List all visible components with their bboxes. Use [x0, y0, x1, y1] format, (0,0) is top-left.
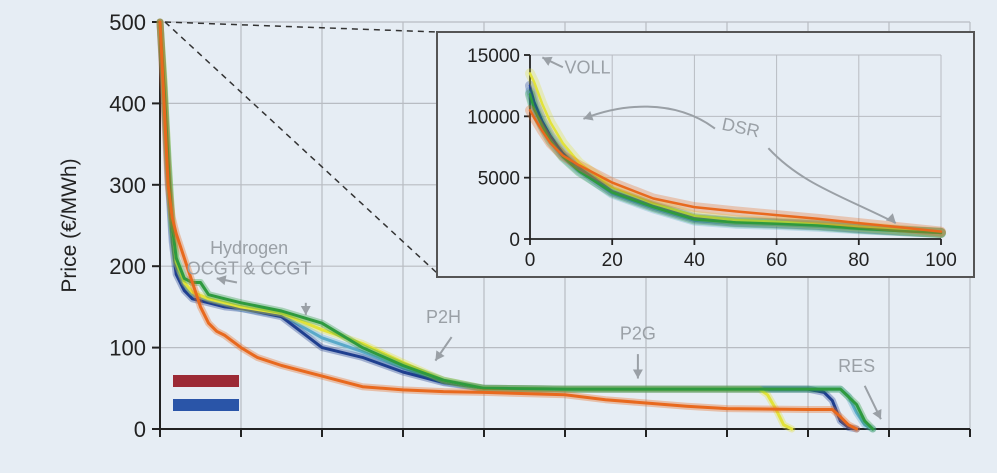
- main-y-tick-label-5: 500: [109, 10, 146, 35]
- main-y-tick-label-2: 200: [109, 254, 146, 279]
- legend-swatch-1: [173, 399, 239, 411]
- inset-annotation-0: VOLL: [565, 57, 611, 77]
- main-annotation-2: P2H: [426, 307, 461, 327]
- zoom-guide-top: [164, 21, 438, 33]
- inset-series-line-4: [528, 108, 943, 233]
- main-y-axis-label: Price (€/MWh): [58, 158, 81, 292]
- inset-y-tick-label-3: 15000: [467, 46, 520, 67]
- inset-frame: [436, 31, 975, 278]
- main-y-tick-label-0: 0: [134, 417, 146, 442]
- inset-dsr-arrowhead-left: [583, 111, 594, 121]
- main-annotation-arrowhead-3: [632, 369, 643, 379]
- inset-x-tick-label-3: 60: [766, 250, 787, 271]
- inset-x-tick-label-2: 40: [684, 250, 705, 271]
- inset-dsr-arrowhead-right: [885, 213, 896, 224]
- inset-x-tick-label-5: 100: [925, 250, 957, 271]
- inset-voll-arrowhead: [542, 56, 553, 66]
- main-series-line-4: [158, 20, 859, 431]
- inset-x-tick-label-4: 80: [848, 250, 869, 271]
- main-y-tick-label-1: 100: [109, 336, 146, 361]
- main-annotation-1: OCGT & CCGT: [187, 258, 312, 278]
- inset-x-tick-label-0: 0: [525, 250, 536, 271]
- main-annotation-arrowhead-1: [300, 306, 311, 316]
- inset-y-tick-label-2: 10000: [467, 107, 520, 128]
- inset-series-line-2: [528, 72, 943, 235]
- main-annotation-4: RES: [838, 356, 875, 376]
- main-annotation-arrowhead-0: [216, 275, 227, 286]
- inset-x-tick-label-1: 20: [602, 250, 623, 271]
- main-series-line-3: [158, 20, 875, 431]
- main-annotation-3: P2G: [620, 323, 656, 343]
- inset-dsr-arrow-left: [583, 105, 716, 130]
- main-series-line-1: [158, 20, 859, 431]
- main-y-tick-label-3: 300: [109, 173, 146, 198]
- inset-dsr-arrow-right: [767, 147, 897, 224]
- legend-swatch-0: [173, 375, 239, 387]
- main-annotation-0: Hydrogen: [210, 238, 288, 258]
- main-y-tick-label-4: 400: [109, 91, 146, 116]
- inset-series-line-3: [528, 93, 943, 235]
- zoom-guide-bottom: [164, 21, 438, 274]
- inset-y-tick-label-1: 5000: [478, 169, 520, 190]
- inset-y-tick-label-0: 0: [509, 230, 520, 251]
- main-annotation-arrowhead-4: [872, 408, 882, 420]
- main-annotation-arrowhead-2: [435, 350, 445, 361]
- zoom-guide-lines: [164, 21, 438, 274]
